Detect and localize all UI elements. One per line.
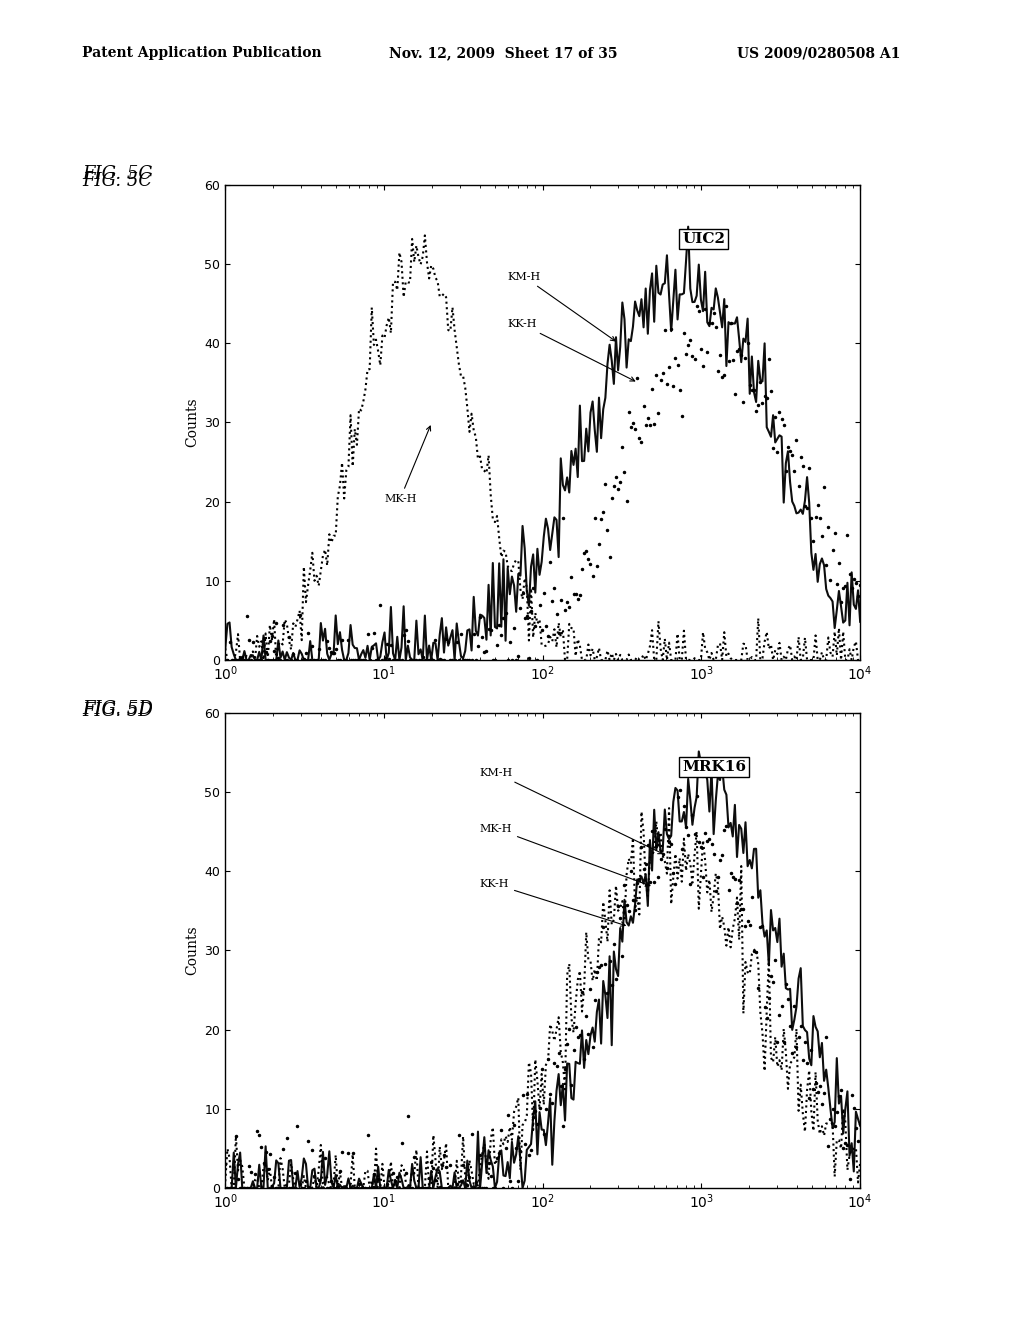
Text: MK-H: MK-H (479, 824, 650, 886)
Text: KM-H: KM-H (479, 768, 663, 854)
Text: MRK16: MRK16 (682, 760, 746, 775)
Text: Patent Application Publication: Patent Application Publication (82, 46, 322, 61)
Text: FIG. 5C: FIG. 5C (82, 172, 152, 190)
Y-axis label: Counts: Counts (185, 925, 199, 975)
Y-axis label: Counts: Counts (185, 397, 199, 447)
Text: MK-H: MK-H (384, 426, 431, 504)
Text: FIG. 5C: FIG. 5C (82, 165, 152, 183)
Text: FIG. 5D: FIG. 5D (82, 702, 153, 721)
Text: KK-H: KK-H (508, 319, 635, 381)
Text: KM-H: KM-H (508, 272, 615, 341)
Text: US 2009/0280508 A1: US 2009/0280508 A1 (737, 46, 901, 61)
Text: FIG. 5D: FIG. 5D (82, 700, 153, 718)
Text: KK-H: KK-H (479, 879, 626, 927)
Text: UIC2: UIC2 (682, 232, 725, 247)
Text: Nov. 12, 2009  Sheet 17 of 35: Nov. 12, 2009 Sheet 17 of 35 (389, 46, 617, 61)
